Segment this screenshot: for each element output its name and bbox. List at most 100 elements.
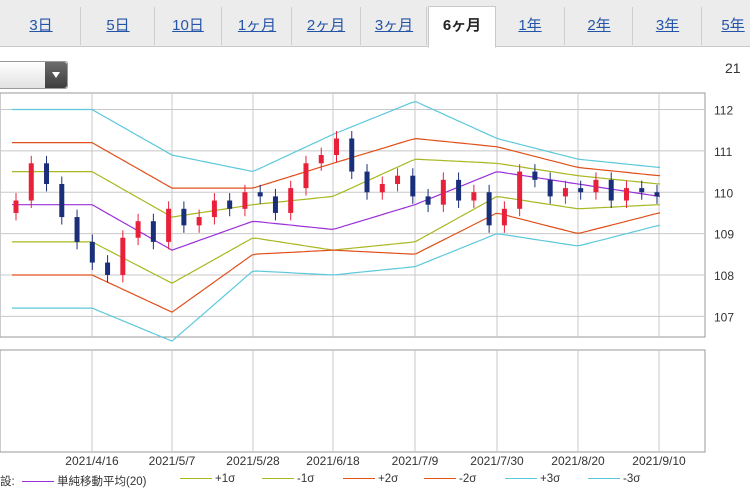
candle-body — [105, 262, 111, 275]
x-tick-label: 2021/8/20 — [551, 454, 605, 468]
candle-body — [257, 192, 263, 197]
tab-0[interactable]: 3日 — [2, 7, 81, 45]
candle-body — [135, 221, 141, 238]
legend-item: -1σ — [262, 473, 314, 485]
candle-body — [242, 192, 248, 209]
legend-label: -2σ — [459, 473, 477, 485]
legend-label: -1σ — [297, 473, 315, 485]
candle-body — [410, 175, 416, 197]
candle-body — [471, 192, 477, 201]
candle-body — [532, 171, 538, 180]
legend-prefix: 設: — [0, 476, 15, 488]
candle-body — [28, 163, 34, 201]
legend-item: +1σ — [180, 473, 235, 485]
candle-body — [349, 138, 355, 172]
candle-body — [517, 171, 523, 209]
candle-body — [608, 179, 614, 201]
series-line-1 — [12, 158, 661, 218]
legend-swatch — [588, 478, 620, 480]
chevron-down-icon[interactable] — [45, 62, 67, 88]
tab-1[interactable]: 5日 — [82, 7, 155, 45]
candle-body — [227, 200, 233, 209]
candle-body — [501, 208, 507, 226]
legend-item: 単純移動平均(20) — [22, 473, 146, 489]
y-tick-label: 111 — [714, 145, 733, 159]
indicator-select[interactable] — [0, 61, 68, 89]
candle-body — [272, 196, 278, 213]
legend-item: +3σ — [505, 473, 560, 485]
candle-body — [364, 171, 370, 193]
candle-body — [120, 237, 126, 275]
candle-body — [89, 241, 95, 263]
x-tick-label: 2021/6/18 — [306, 454, 360, 468]
legend-item: -2σ — [424, 473, 476, 485]
candle-body — [654, 192, 660, 197]
candle-body — [59, 183, 65, 218]
candle-body — [379, 183, 385, 193]
series-line-4 — [12, 212, 661, 313]
candle-body — [196, 217, 202, 226]
candle-body — [44, 163, 50, 184]
candle-body — [288, 188, 294, 213]
candle-body — [395, 175, 401, 184]
candle-body — [440, 179, 446, 205]
legend-swatch — [262, 478, 294, 480]
tab-7[interactable]: 1年 — [496, 7, 565, 45]
candle-body — [334, 138, 339, 156]
sub-plot-frame — [0, 349, 706, 453]
tab-2[interactable]: 10日 — [155, 7, 222, 45]
legend-swatch — [505, 478, 537, 480]
tab-5[interactable]: 3ヶ月 — [362, 7, 427, 45]
x-tick-label: 2021/5/28 — [226, 454, 280, 468]
legend-item: -3σ — [588, 473, 640, 485]
main-plot-frame — [0, 92, 706, 338]
candle-body — [456, 179, 462, 201]
legend-label: +2σ — [378, 473, 399, 485]
tab-3[interactable]: 1ヶ月 — [223, 7, 292, 45]
tab-4[interactable]: 2ヶ月 — [292, 7, 361, 45]
period-tabs: 3日 5日 10日 1ヶ月 2ヶ月 3ヶ月 6ヶ月 1年 2年 3年 5年 — [0, 0, 750, 48]
price-chart: 107 108 109 110 111 112 2021/4/16 2021/5/7 2021/… — [0, 92, 734, 468]
candle-body — [181, 208, 187, 226]
candle-body — [562, 188, 568, 197]
candle-body — [623, 188, 629, 201]
tab-9[interactable]: 3年 — [634, 7, 702, 45]
legend-swatch — [22, 481, 54, 483]
legend-item: +2σ — [343, 473, 398, 485]
x-tick-label: 2021/7/30 — [470, 454, 524, 468]
candle-body — [303, 163, 309, 189]
candle-body — [425, 196, 431, 205]
tab-10[interactable]: 5年 — [703, 7, 750, 45]
x-tick-label: 2021/7/9 — [392, 454, 439, 468]
legend-swatch — [424, 478, 456, 480]
x-tick-label: 2021/5/7 — [149, 454, 196, 468]
candle-body — [639, 188, 645, 193]
legend-label: +3σ — [540, 473, 561, 485]
legend: 設: 単純移動平均(20) +1σ -1σ +2σ -2σ +3σ -3σ — [0, 470, 750, 490]
candle-body — [150, 221, 156, 242]
x-tick-label: 2021/4/16 — [65, 454, 119, 468]
y-tick-label: 110 — [714, 186, 733, 200]
candle-body — [547, 179, 553, 197]
candle-body — [166, 208, 172, 242]
y-tick-label: 112 — [714, 104, 733, 118]
candle-body — [74, 217, 80, 242]
legend-swatch — [180, 478, 212, 480]
top-right-value: 21 — [725, 60, 741, 76]
legend-swatch — [343, 478, 375, 480]
candle-body — [13, 200, 19, 213]
tab-8[interactable]: 2年 — [566, 7, 633, 45]
candle-body — [211, 200, 217, 218]
legend-label: 単純移動平均(20) — [57, 476, 147, 488]
x-tick-label: 2021/9/10 — [632, 454, 686, 468]
series-line-6 — [12, 224, 661, 342]
legend-label: +1σ — [215, 473, 236, 485]
y-tick-label: 108 — [714, 269, 734, 283]
candle-body — [486, 192, 492, 226]
y-tick-label: 109 — [714, 228, 734, 242]
tab-6[interactable]: 6ヶ月 — [428, 6, 496, 48]
candle-body — [578, 188, 584, 193]
legend-label: -3σ — [623, 473, 641, 485]
y-tick-label: 107 — [714, 310, 734, 324]
candle-body — [318, 155, 324, 164]
